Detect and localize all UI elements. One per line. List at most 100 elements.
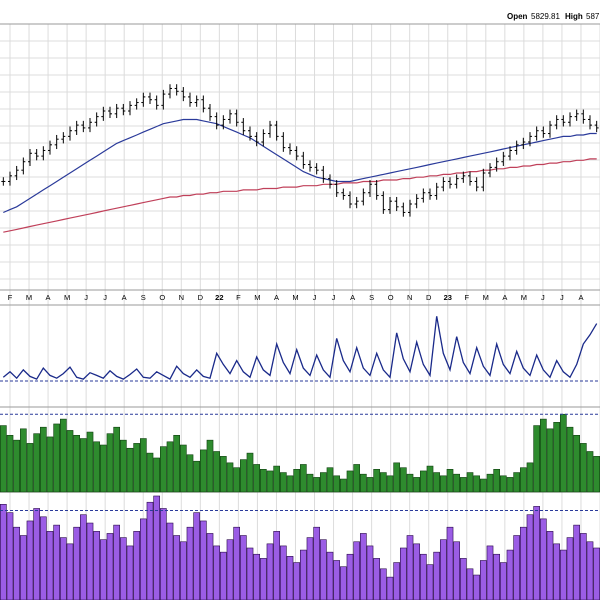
- purple-volume-bar: [133, 531, 140, 600]
- purple-volume-bar: [479, 560, 487, 600]
- green-volume-bar: [126, 447, 134, 493]
- green-volume-bar: [66, 430, 74, 493]
- purple-volume-bar: [166, 522, 174, 600]
- purple-volume-bar: [546, 531, 554, 600]
- green-volume-bar: [186, 454, 194, 493]
- green-volume-bar: [453, 473, 460, 493]
- purple-volume-bar: [339, 566, 347, 600]
- price-bar: [554, 115, 559, 130]
- green-volume-bar: [193, 460, 200, 493]
- green-volume-bar: [533, 425, 541, 493]
- price-bar: [161, 89, 166, 110]
- green-volume-bar: [53, 423, 61, 493]
- x-tick-label: S: [369, 293, 374, 302]
- price-bar: [561, 115, 566, 127]
- x-tick-label: D: [198, 293, 204, 302]
- purple-volume-bar: [113, 524, 120, 600]
- price-bar: [381, 191, 386, 214]
- price-bar: [394, 196, 399, 212]
- price-bar: [241, 118, 246, 135]
- purple-volume-bar: [406, 535, 414, 600]
- purple-volume-bar: [499, 562, 507, 600]
- green-volume-bar: [173, 434, 180, 493]
- price-bar: [14, 165, 19, 181]
- purple-volume-bar: [566, 537, 574, 600]
- purple-volume-bar: [459, 558, 467, 600]
- purple-volume-bar: [279, 545, 287, 600]
- price-bar: [388, 196, 392, 214]
- green-volume-bar: [399, 467, 407, 493]
- purple-volume-bar: [120, 537, 127, 600]
- x-tick-label: M: [483, 293, 489, 302]
- x-tick-label: A: [46, 293, 51, 302]
- purple-volume-bar: [513, 535, 521, 600]
- price-bar: [101, 106, 106, 121]
- purple-volume-bar: [213, 545, 220, 600]
- purple-volume-bar: [80, 514, 87, 600]
- purple-volume-bar: [519, 526, 527, 600]
- ma-long-line: [3, 158, 597, 233]
- price-bar: [441, 177, 446, 192]
- price-bar: [114, 103, 119, 119]
- price-bar: [474, 177, 479, 192]
- price-bar: [361, 188, 366, 206]
- purple-volume-bar: [473, 574, 480, 600]
- price-bar: [541, 126, 546, 138]
- green-volume-bar: [319, 472, 327, 493]
- purple-volume-bar: [146, 501, 154, 600]
- price-bar: [468, 171, 472, 186]
- price-bar: [134, 98, 139, 110]
- price-bar: [141, 92, 146, 107]
- price-bar: [188, 92, 192, 107]
- purple-volume-bar: [559, 549, 567, 600]
- green-volume-bar: [140, 438, 147, 493]
- purple-volume-bar: [506, 549, 514, 600]
- purple-volume-bar: [220, 551, 227, 600]
- purple-volume-bar: [453, 541, 460, 600]
- open-label: Open: [507, 12, 528, 21]
- price-bar: [494, 157, 499, 172]
- grid-layer: [0, 23, 600, 600]
- price-bar: [341, 188, 346, 200]
- green-volume-bar: [46, 436, 54, 493]
- x-axis-labels: F M A M J J A S O N D 22 F M A M J J A S O N D 23 F M A M J J A: [8, 293, 584, 302]
- price-bar: [168, 84, 172, 99]
- purple-volume-bar: [346, 553, 354, 600]
- green-volume-bar: [513, 472, 521, 493]
- price-bar: [48, 140, 52, 155]
- green-volume-bar: [0, 425, 7, 493]
- purple-volume-bar: [553, 543, 561, 600]
- x-tick-label: M: [26, 293, 32, 302]
- price-bar: [54, 134, 59, 150]
- purple-volume-bar: [539, 518, 547, 600]
- green-volume-bar: [200, 449, 207, 493]
- price-bar: [81, 120, 86, 133]
- green-volume-bar: [466, 472, 474, 493]
- price-bar: [181, 87, 186, 102]
- green-volume-bar: [413, 477, 420, 493]
- price-bar: [501, 151, 506, 166]
- green-volume-bar: [33, 433, 41, 493]
- purple-volume-bar: [46, 531, 54, 600]
- green-volume-bar: [553, 422, 561, 493]
- purple-volume-bar: [573, 524, 581, 600]
- purple-volume-bar: [193, 512, 200, 600]
- purple-volume-bar: [379, 568, 387, 600]
- price-bar: [528, 132, 532, 147]
- green-volume-bar: [113, 426, 120, 493]
- price-bar: [208, 103, 212, 121]
- green-volume-bar: [73, 434, 80, 493]
- green-volume-bar: [273, 465, 280, 493]
- purple-volume-bar: [73, 526, 80, 600]
- price-bar: [354, 196, 359, 209]
- green-volume-bar: [339, 478, 347, 493]
- x-tick-label: O: [388, 293, 394, 302]
- green-volume-bar: [326, 467, 334, 493]
- purple-volume-bar: [6, 512, 14, 600]
- green-volume-bar: [526, 462, 534, 493]
- purple-volume-bar: [246, 547, 254, 600]
- green-volume-bar: [506, 477, 514, 493]
- ma-short-line: [3, 118, 597, 214]
- green-volume-bar: [386, 475, 394, 493]
